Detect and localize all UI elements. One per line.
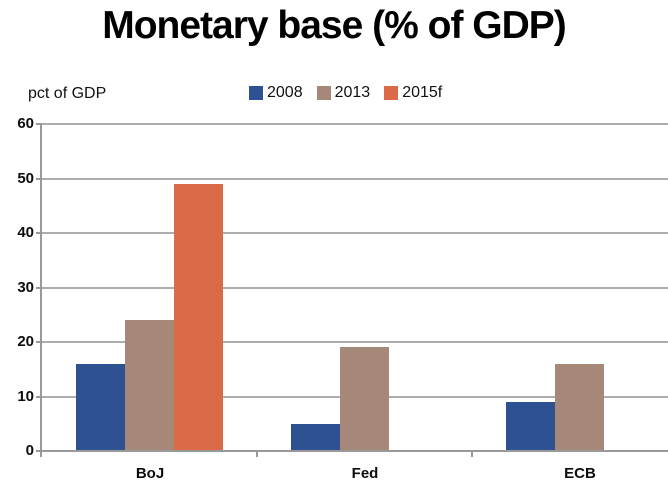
legend-label-2008: 2008	[267, 84, 303, 101]
chart-title: Monetary base (% of GDP)	[102, 4, 567, 47]
bar-Fed-2008	[291, 424, 340, 451]
y-axis-label: 30	[17, 279, 34, 296]
y-axis-line	[40, 124, 42, 457]
y-axis-tick	[36, 178, 42, 180]
bar-BoJ-2015f	[174, 184, 223, 451]
y-axis-tick	[36, 232, 42, 234]
legend-item-2013: 2013	[316, 84, 371, 102]
bar-BoJ-2008	[76, 364, 125, 451]
bar-Fed-2013	[340, 347, 389, 451]
bar-BoJ-2013	[125, 320, 174, 451]
x-axis-label-ECB: ECB	[564, 465, 596, 482]
y-axis-tick	[36, 287, 42, 289]
x-axis-tick	[471, 451, 473, 457]
legend-label-2015f: 2015f	[402, 84, 443, 101]
gridline	[42, 232, 668, 234]
legend-item-2008: 2008	[249, 84, 303, 102]
gridline	[42, 123, 668, 125]
gridline	[42, 178, 668, 180]
y-axis-tick	[36, 396, 42, 398]
y-axis-tick	[36, 341, 42, 343]
legend-swatch-2015f	[384, 86, 399, 100]
bar-ECB-2013	[555, 364, 604, 451]
x-axis-label-Fed: Fed	[351, 465, 379, 482]
y-axis-label: 50	[17, 170, 34, 187]
y-axis-label: 20	[17, 333, 34, 350]
x-axis-tick	[256, 451, 258, 457]
legend: 2008 2013 2015f	[249, 84, 442, 102]
y-axis-label: 40	[17, 224, 34, 241]
gridline	[42, 341, 668, 343]
bar-ECB-2008	[506, 402, 555, 451]
x-axis-line	[36, 450, 668, 452]
y-axis-label: 0	[25, 442, 34, 459]
x-axis-label-BoJ: BoJ	[135, 465, 165, 482]
gridline	[42, 287, 668, 289]
legend-swatch-2008	[249, 86, 263, 100]
y-axis-tick	[36, 123, 42, 125]
y-axis-label: 10	[17, 388, 34, 405]
y-axis-unit-label: pct of GDP	[28, 85, 107, 102]
y-axis-label: 60	[17, 115, 34, 132]
legend-label-2013: 2013	[334, 84, 371, 101]
legend-item-2015f: 2015f	[384, 84, 442, 102]
legend-swatch-2013	[316, 86, 331, 100]
